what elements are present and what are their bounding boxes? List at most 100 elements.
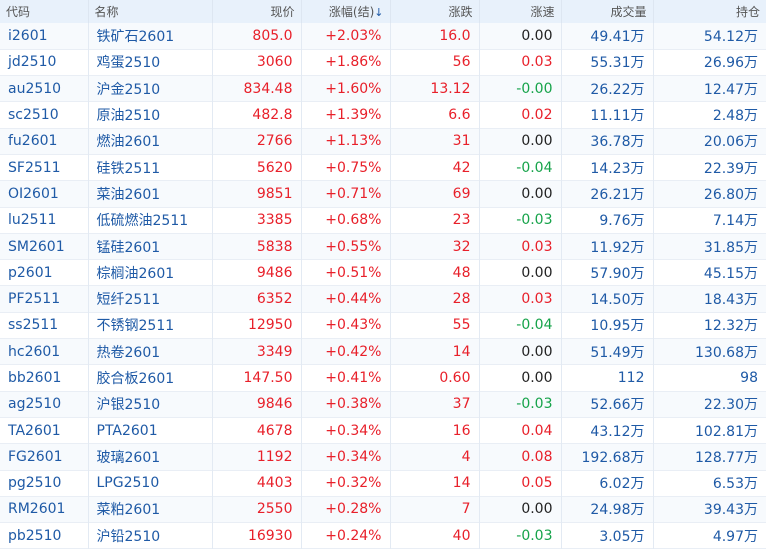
table-row[interactable]: SM2601 锰硅2601 5838 +0.55% 32 0.03 11.92万 31.85万 [0, 233, 766, 260]
cell-change-pct: +0.28% [301, 496, 391, 523]
cell-speed: 0.05 [479, 470, 562, 497]
cell-volume: 26.21万 [561, 180, 654, 208]
cell-change: 16 [390, 417, 480, 444]
cell-change: 7 [390, 496, 480, 523]
table-row[interactable]: jd2510 鸡蛋2510 3060 +1.86% 56 0.03 55.31万 26.96万 [0, 49, 766, 76]
cell-name: 燃油2601 [88, 128, 213, 155]
cell-change-pct: +0.44% [301, 285, 391, 313]
cell-price: 12950 [212, 312, 302, 339]
cell-code: PF2511 [0, 285, 89, 313]
cell-open-interest: 7.14万 [712, 213, 758, 230]
column-header-code[interactable]: 代码 [0, 0, 89, 23]
cell-change-pct: +0.41% [301, 364, 391, 392]
cell-open-interest: 22.30万 [703, 397, 758, 414]
cell-change: 32 [390, 233, 480, 260]
cell-name: 短纤2511 [88, 285, 213, 313]
cell-open-interest: 4.97万 [712, 528, 758, 545]
cell-price: 147.50 [212, 364, 302, 392]
cell-change-pct: +0.71% [301, 180, 391, 208]
column-header-volume[interactable]: 成交量 [561, 0, 654, 23]
table-row[interactable]: p2601 棕榈油2601 9486 +0.51% 48 0.00 57.90万 45.15万 [0, 259, 766, 286]
cell-change: 16.0 [390, 23, 480, 50]
cell-volume: 52.66万 [561, 391, 654, 418]
cell-change: 28 [390, 285, 480, 313]
table-row[interactable]: fu2601 燃油2601 2766 +1.13% 31 0.00 36.78万 20.06万 [0, 128, 766, 155]
cell-name: 玻璃2601 [88, 443, 213, 471]
cell-volume: 26.22万 [561, 75, 654, 102]
cell-change: 42 [390, 154, 480, 181]
cell-open-interest: 12.32万 [703, 318, 758, 335]
table-row[interactable]: ss2511 不锈钢2511 12950 +0.43% 55 -0.04 10.95万 12.… [0, 312, 766, 339]
table-row[interactable]: TA2601 PTA2601 4678 +0.34% 16 0.04 43.12万 102.8… [0, 417, 766, 444]
table-row[interactable]: RM2601 菜粕2601 2550 +0.28% 7 0.00 24.98万 39.43万 [0, 496, 766, 523]
cell-change-pct: +0.24% [301, 522, 391, 549]
cell-price: 4678 [212, 417, 302, 444]
cell-price: 834.48 [212, 75, 302, 102]
cell-change: 14 [390, 338, 480, 365]
cell-price: 3060 [212, 49, 302, 76]
table-row[interactable]: lu2511 低硫燃油2511 3385 +0.68% 23 -0.03 9.76万 7.14… [0, 207, 766, 234]
cell-code: au2510 [0, 75, 89, 102]
cell-speed: 0.04 [479, 417, 562, 444]
cell-speed: 0.00 [479, 259, 562, 286]
cell-change-pct: +1.60% [301, 75, 391, 102]
table-row[interactable]: pg2510 LPG2510 4403 +0.32% 14 0.05 6.02万 6.53万 [0, 470, 766, 497]
cell-volume: 3.05万 [561, 522, 654, 549]
table-row[interactable]: i2601 铁矿石2601 805.0 +2.03% 16.0 0.00 49.41万 54.… [0, 23, 766, 50]
cell-volume: 112 [561, 364, 654, 392]
cell-code: hc2601 [0, 338, 89, 365]
cell-open-interest: 98 [740, 370, 758, 386]
table-row[interactable]: bb2601 胶合板2601 147.50 +0.41% 0.60 0.00 112 98 [0, 364, 766, 392]
table-body: i2601 铁矿石2601 805.0 +2.03% 16.0 0.00 49.41万 54.… [0, 23, 766, 549]
cell-code: i2601 [0, 23, 89, 50]
cell-code: lu2511 [0, 207, 89, 234]
table-row[interactable]: FG2601 玻璃2601 1192 +0.34% 4 0.08 192.68万 128.77… [0, 443, 766, 471]
cell-code: pg2510 [0, 470, 89, 497]
cell-name: 低硫燃油2511 [88, 207, 213, 234]
cell-volume: 9.76万 [561, 207, 654, 234]
cell-code: FG2601 [0, 443, 89, 471]
cell-speed: -0.03 [479, 522, 562, 549]
cell-price: 9846 [212, 391, 302, 418]
cell-open-interest: 130.68万 [695, 344, 758, 361]
cell-open-interest: 31.85万 [703, 239, 758, 256]
table-row[interactable]: ag2510 沪银2510 9846 +0.38% 37 -0.03 52.66万 22.30… [0, 391, 766, 418]
table-row[interactable]: OI2601 菜油2601 9851 +0.71% 69 0.00 26.21万 26.80万 [0, 180, 766, 208]
column-header-speed[interactable]: 涨速 [479, 0, 562, 23]
cell-open-interest: 39.43万 [703, 502, 758, 519]
column-header-open-interest[interactable]: 持仓 [735, 5, 760, 19]
table-row[interactable]: hc2601 热卷2601 3349 +0.42% 14 0.00 51.49万 130.68… [0, 338, 766, 365]
cell-change: 69 [390, 180, 480, 208]
cell-price: 2550 [212, 496, 302, 523]
cell-price: 16930 [212, 522, 302, 549]
cell-name: PTA2601 [88, 417, 213, 444]
cell-name: 硅铁2511 [88, 154, 213, 181]
table-row[interactable]: PF2511 短纤2511 6352 +0.44% 28 0.03 14.50万 18.43万 [0, 285, 766, 313]
cell-speed: 0.00 [479, 496, 562, 523]
column-header-change[interactable]: 涨跌 [390, 0, 480, 23]
cell-name: 鸡蛋2510 [88, 49, 213, 76]
cell-change-pct: +0.42% [301, 338, 391, 365]
cell-open-interest: 102.81万 [695, 423, 758, 440]
table-row[interactable]: pb2510 沪铅2510 16930 +0.24% 40 -0.03 3.05万 4.97万 [0, 522, 766, 549]
cell-volume: 14.50万 [561, 285, 654, 313]
column-header-price[interactable]: 现价 [212, 0, 302, 23]
cell-volume: 24.98万 [561, 496, 654, 523]
cell-change: 23 [390, 207, 480, 234]
table-row[interactable]: au2510 沪金2510 834.48 +1.60% 13.12 -0.00 26.22万… [0, 75, 766, 102]
cell-open-interest: 45.15万 [703, 265, 758, 282]
cell-open-interest: 54.12万 [703, 28, 758, 45]
column-header-change-pct[interactable]: 涨幅(结)↓ [301, 0, 391, 23]
sort-desc-icon: ↓ [374, 6, 384, 19]
cell-open-interest: 22.39万 [703, 160, 758, 177]
table-row[interactable]: sc2510 原油2510 482.8 +1.39% 6.6 0.02 11.11万 2.48… [0, 101, 766, 129]
cell-speed: -0.00 [479, 75, 562, 102]
cell-change: 14 [390, 470, 480, 497]
table-row[interactable]: SF2511 硅铁2511 5620 +0.75% 42 -0.04 14.23万 22.39… [0, 154, 766, 181]
cell-speed: 0.08 [479, 443, 562, 471]
column-header-name[interactable]: 名称 [88, 0, 213, 23]
cell-change: 6.6 [390, 101, 480, 129]
cell-speed: 0.00 [479, 364, 562, 392]
cell-volume: 49.41万 [561, 23, 654, 50]
